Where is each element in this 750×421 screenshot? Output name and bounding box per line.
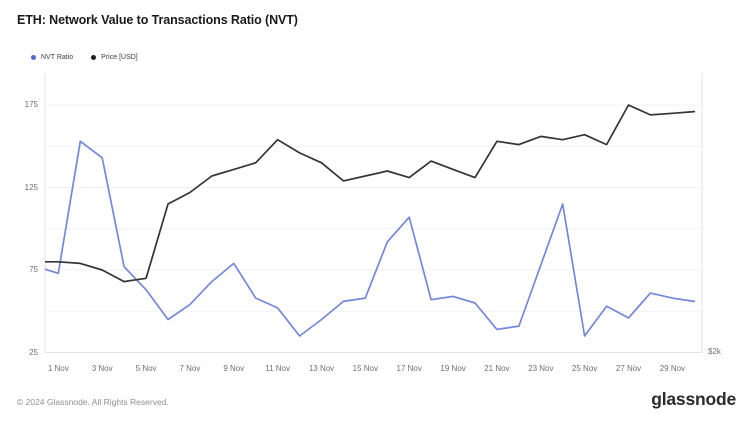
- y-axis-tick-label: 125: [24, 182, 38, 192]
- y-axis-tick-label: 175: [24, 100, 38, 109]
- x-axis-tick-label: 5 Nov: [135, 364, 157, 373]
- x-axis-tick-label: 13 Nov: [308, 364, 335, 373]
- legend-item-price-usd[interactable]: Price [USD]: [91, 54, 138, 61]
- glassnode-logo: glassnode: [651, 389, 736, 409]
- y-axis-tick-label: 25: [29, 347, 38, 357]
- right-axis-tick-label: $2k: [708, 347, 721, 356]
- x-axis-tick-label: 1 Nov: [47, 364, 69, 373]
- legend-item-nvt-ratio[interactable]: NVT Ratio: [31, 54, 73, 61]
- x-axis-tick-label: 25 Nov: [571, 364, 598, 373]
- chart-title: ETH: Network Value to Transactions Ratio…: [17, 13, 298, 27]
- legend-item-label: Price [USD]: [101, 54, 138, 61]
- series-line-nvt-ratio: [45, 140, 696, 337]
- x-axis-tick-label: 9 Nov: [223, 364, 245, 373]
- legend: NVT Ratio Price [USD]: [31, 54, 138, 61]
- x-axis-tick-label: 17 Nov: [396, 364, 422, 373]
- footer-copyright: © 2024 Glassnode. All Rights Reserved.: [17, 397, 169, 407]
- x-axis-tick-label: 27 Nov: [615, 364, 642, 373]
- legend-item-label: NVT Ratio: [41, 54, 74, 61]
- x-axis-tick-label: 29 Nov: [659, 364, 686, 373]
- x-axis-tick-label: 15 Nov: [352, 364, 378, 373]
- x-axis-tick-label: 23 Nov: [528, 364, 554, 373]
- series-line-price-usd: [45, 104, 696, 283]
- x-axis-tick-label: 3 Nov: [91, 364, 113, 373]
- x-axis-tick-label: 19 Nov: [440, 364, 466, 373]
- x-axis-tick-label: 11 Nov: [265, 364, 290, 373]
- x-axis-tick-label: 7 Nov: [179, 364, 201, 373]
- legend-dot-icon: [31, 55, 36, 60]
- y-axis-tick-label: 75: [29, 265, 38, 274]
- legend-dot-icon: [91, 55, 97, 60]
- x-axis-tick-label: 21 Nov: [484, 364, 510, 373]
